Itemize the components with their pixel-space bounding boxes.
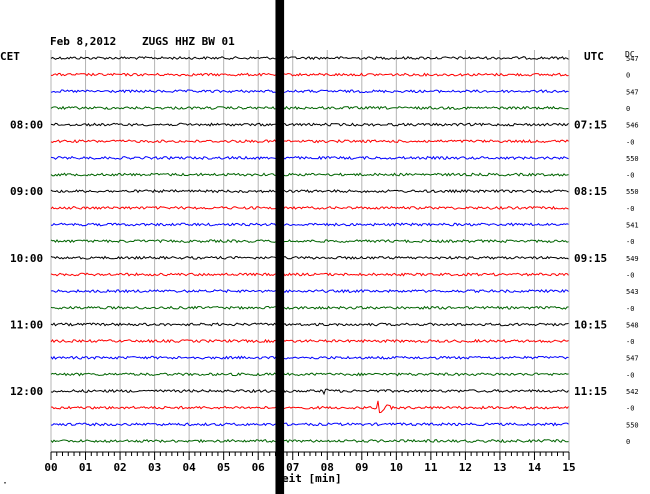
x-tick-label: 04: [183, 461, 197, 474]
dc-value: -0: [626, 238, 634, 246]
dc-value: 543: [626, 288, 639, 296]
hour-label-left: 09:00: [10, 185, 43, 198]
trace-6: [50, 155, 569, 161]
trace-1: [51, 72, 569, 77]
hour-label-right: 08:15: [574, 185, 607, 198]
x-tick-label: 15: [562, 461, 575, 474]
hour-label-right: 11:15: [574, 385, 607, 398]
dc-value: 547: [626, 355, 639, 363]
dc-value: 549: [626, 255, 639, 263]
trace-23: [50, 438, 569, 444]
dc-value: 547: [626, 88, 639, 96]
trace-3: [50, 105, 569, 111]
trace-layer: [50, 55, 569, 444]
trace-19: [50, 372, 569, 377]
data-gap-bar: [275, 0, 285, 494]
trace-18: [50, 355, 569, 360]
x-tick-label: 13: [493, 461, 506, 474]
x-tick-label: 02: [113, 461, 126, 474]
trace-7: [50, 172, 569, 177]
dc-value: 548: [626, 321, 639, 329]
x-tick-label: 06: [252, 461, 266, 474]
dc-label: DC: [625, 50, 635, 59]
hour-label-left: 12:00: [10, 385, 43, 398]
dc-value: 0: [626, 438, 630, 446]
x-tick-label: 08: [321, 461, 334, 474]
trace-16: [50, 322, 569, 327]
hour-label-right: 10:15: [574, 318, 607, 331]
trace-8: [50, 189, 569, 194]
x-tick-label: 14: [528, 461, 542, 474]
dc-value: 0: [626, 72, 630, 80]
trace-2: [50, 89, 569, 94]
hour-label-left: 08:00: [10, 119, 43, 132]
corner-mark: ·: [2, 478, 8, 489]
dc-value: -0: [626, 205, 634, 213]
dc-value: -0: [626, 405, 634, 413]
dc-value: 550: [626, 155, 639, 163]
label-layer: Feb 8,2012 ZUGS HHZ BW 01 CET UTC DC eit…: [0, 35, 639, 489]
dc-value: 541: [626, 222, 639, 230]
trace-22: [50, 422, 569, 427]
header-station: ZUGS HHZ BW 01: [142, 35, 235, 48]
x-tick-label: 05: [217, 461, 230, 474]
trace-21: [50, 400, 569, 414]
trace-11: [50, 239, 569, 244]
header-date: Feb 8,2012: [50, 35, 116, 48]
x-tick-label: 01: [79, 461, 93, 474]
trace-9: [50, 205, 569, 210]
dc-value: 542: [626, 388, 639, 396]
trace-13: [50, 272, 569, 277]
x-axis-label: eit [min]: [282, 472, 342, 485]
hour-label-right: 07:15: [574, 119, 607, 132]
dc-value: -0: [626, 271, 634, 279]
dc-value: -0: [626, 172, 634, 180]
dc-value: 550: [626, 188, 639, 196]
trace-20: [50, 388, 569, 396]
dc-value: 546: [626, 122, 639, 130]
dc-value: 0: [626, 105, 630, 113]
hour-label-left: 11:00: [10, 318, 43, 331]
trace-0: [50, 55, 569, 61]
x-tick-label: 00: [44, 461, 57, 474]
dc-value: -0: [626, 338, 634, 346]
dc-value: -0: [626, 371, 634, 379]
x-tick-label: 10: [390, 461, 403, 474]
x-tick-label: 12: [459, 461, 472, 474]
dc-value: -0: [626, 305, 634, 313]
trace-10: [51, 222, 569, 227]
trace-12: [50, 255, 569, 260]
dc-value: 547: [626, 55, 639, 63]
trace-5: [50, 139, 569, 144]
hour-label-left: 10:00: [10, 252, 43, 265]
x-tick-label: 09: [355, 461, 368, 474]
x-tick-label: 07: [286, 461, 299, 474]
dc-value: 550: [626, 421, 639, 429]
right-timezone: UTC: [584, 50, 604, 63]
x-tick-label: 11: [424, 461, 438, 474]
trace-15: [50, 305, 569, 310]
dc-value: -0: [626, 138, 634, 146]
trace-14: [50, 288, 569, 294]
minute-grid: [50, 50, 570, 452]
x-axis: 00 01 02 03 04 05 06 07 08 09 10 11 12 13 14 15: [44, 451, 576, 474]
trace-17: [50, 338, 569, 344]
left-timezone: CET: [0, 50, 20, 63]
trace-4: [50, 122, 569, 127]
x-tick-label: 03: [148, 461, 161, 474]
hour-label-right: 09:15: [574, 252, 607, 265]
data-gap-layer: [275, 0, 285, 494]
